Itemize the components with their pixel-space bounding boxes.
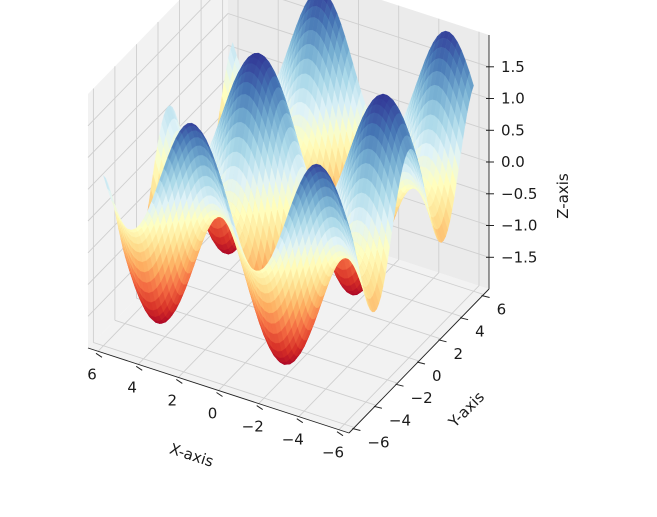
z-tick-label: −1.0 <box>501 217 537 235</box>
z-tick-label: −1.5 <box>501 248 537 266</box>
z-axis-ticks: −1.5 −1.0 −0.5 0.0 0.5 1.0 1.5 <box>486 58 537 266</box>
x-tick-mark <box>176 378 183 384</box>
x-tick-label: −6 <box>322 444 344 462</box>
z-tick-label: 0.0 <box>501 153 525 171</box>
x-tick-mark <box>296 418 304 424</box>
y-tick-mark <box>438 339 447 343</box>
y-tick-mark <box>373 405 383 409</box>
z-tick-label: −0.5 <box>501 185 537 203</box>
x-axis-label: X-axis <box>167 440 216 471</box>
surface-mesh <box>103 0 474 365</box>
y-gridline-floor <box>114 319 377 406</box>
x-tick-label: 4 <box>127 378 137 396</box>
x-tick-mark <box>135 365 143 371</box>
z-axis-label: Z-axis <box>554 173 572 219</box>
z-tick-label: 1.0 <box>501 90 525 108</box>
x-tick-mark <box>95 352 103 358</box>
surface-patch <box>340 205 347 222</box>
y-axis-label: Y-axis <box>444 388 488 432</box>
y-tick-mark <box>352 428 361 431</box>
y-tick-mark <box>481 295 490 298</box>
x-tick-label: 2 <box>168 391 178 409</box>
y-gridline-floor <box>93 342 355 428</box>
y-tick-label: −2 <box>411 389 433 407</box>
z-tick-label: 0.5 <box>501 121 525 139</box>
y-tick-label: 6 <box>497 301 507 319</box>
z-gridline-side <box>87 0 211 127</box>
x-axis-ticks: −6 −4 −2 0 2 4 6 <box>87 352 344 462</box>
x-tick-label: 0 <box>208 405 218 423</box>
y-tick-mark <box>459 317 469 321</box>
x-tick-label: 6 <box>87 365 97 383</box>
y-tick-label: −4 <box>389 411 411 429</box>
z-gridline-side <box>87 44 229 190</box>
y-tick-label: 2 <box>454 345 464 363</box>
y-tick-mark <box>395 383 404 387</box>
x-tick-mark <box>336 431 344 437</box>
y-tick-mark <box>416 361 426 365</box>
y-tick-label: −6 <box>367 434 389 452</box>
z-gridline-side <box>87 13 229 158</box>
x-tick-mark <box>216 392 223 397</box>
x-tick-label: −4 <box>282 431 304 449</box>
x-tick-label: −2 <box>242 418 264 436</box>
y-tick-label: 4 <box>475 323 485 341</box>
y-axis-line <box>348 288 490 434</box>
z-tick-label: 1.5 <box>501 58 525 76</box>
x-axis-line <box>87 347 350 434</box>
y-tick-label: 0 <box>432 367 442 385</box>
x-tick-mark <box>256 405 263 411</box>
